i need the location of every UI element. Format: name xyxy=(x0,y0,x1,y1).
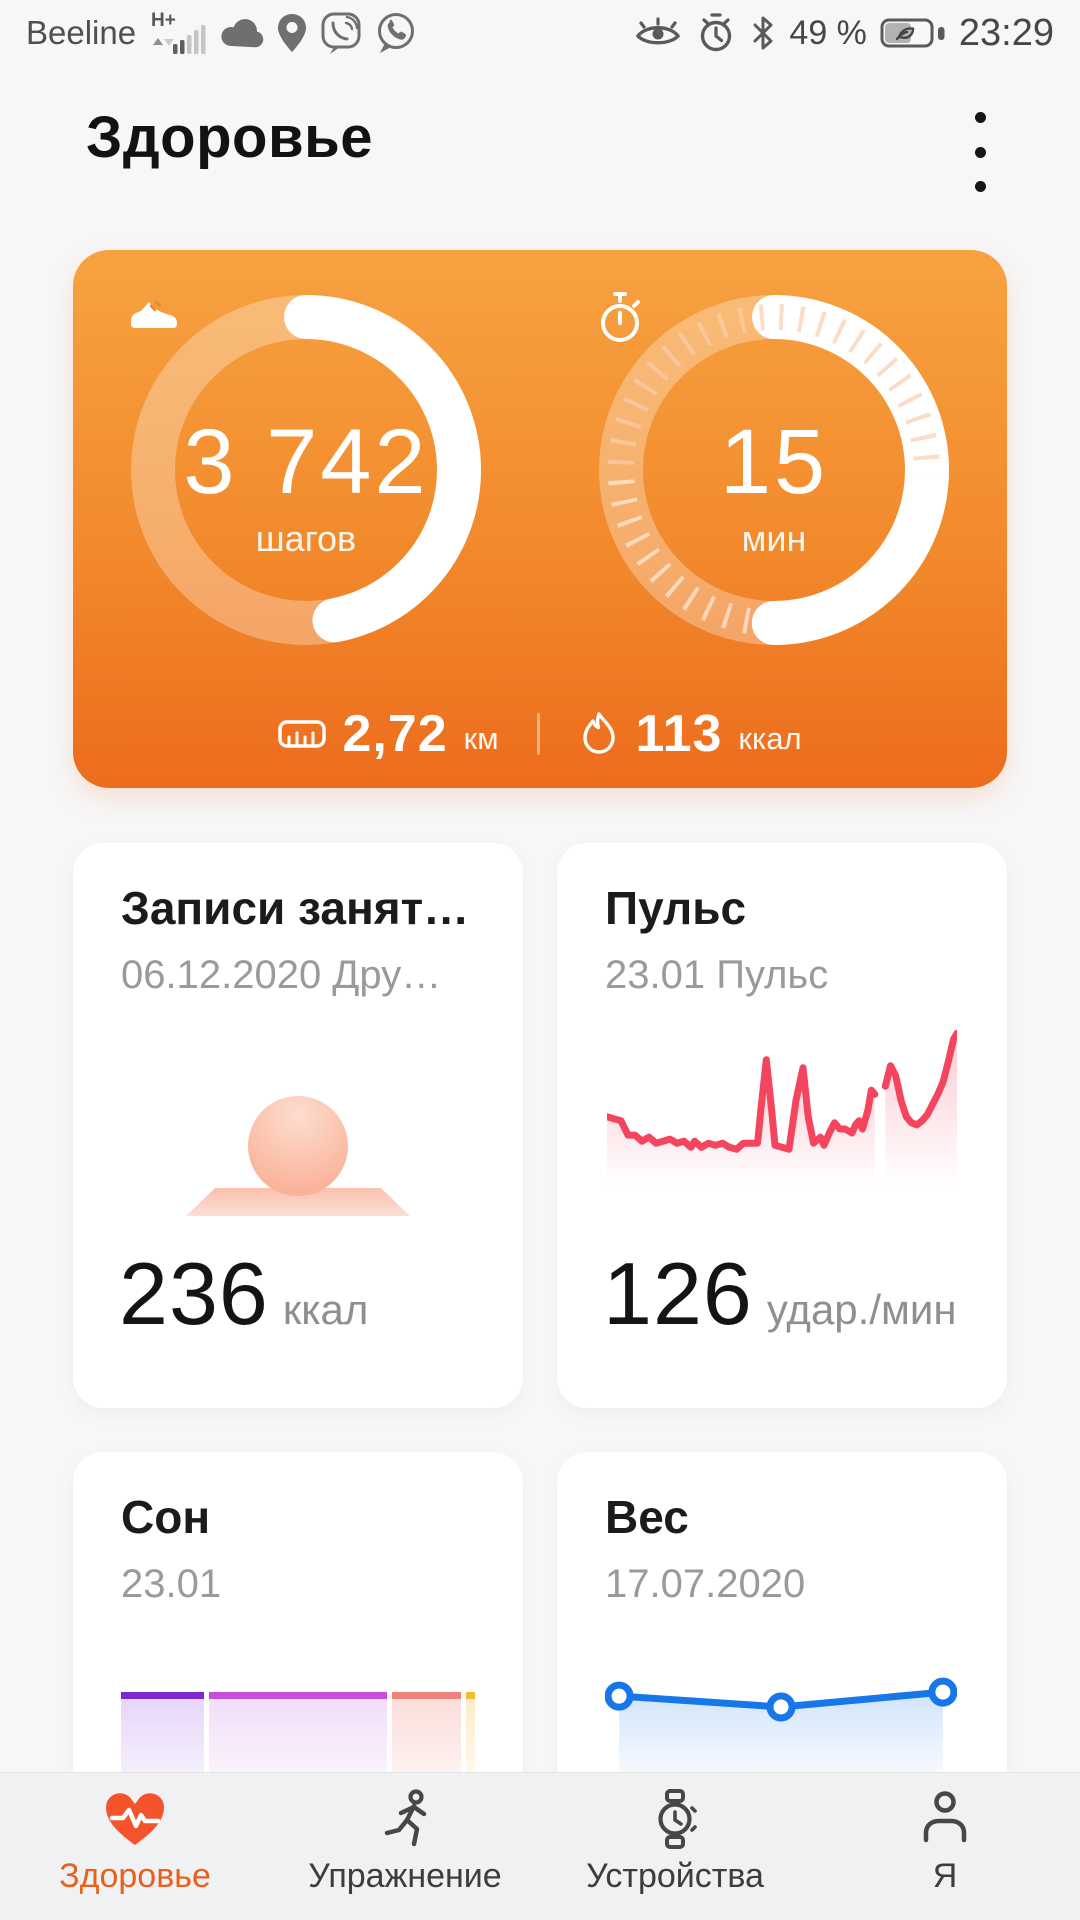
nav-item-health[interactable]: Здоровье xyxy=(0,1773,270,1920)
page-title: Здоровье xyxy=(86,105,374,170)
battery-icon xyxy=(880,18,945,48)
weight-card-subtitle: 17.07.2020 xyxy=(605,1562,806,1606)
battery-percent-label: 49 % xyxy=(789,13,867,52)
active-minutes-unit: мин xyxy=(741,518,807,559)
bluetooth-icon xyxy=(753,16,773,50)
active-minutes-value: 15 xyxy=(719,411,829,513)
pulse-card-title: Пульс xyxy=(605,882,747,934)
steps-unit: шагов xyxy=(255,518,357,559)
exercise-records-card[interactable]: Записи занят… 06.12.2020 Дру… 236 ккал xyxy=(73,843,523,1408)
menu-dot xyxy=(974,112,986,123)
exercise-calories-value: 236 xyxy=(119,1244,269,1343)
sleep-card-subtitle: 23.01 xyxy=(121,1562,222,1606)
eye-comfort-icon xyxy=(636,17,681,45)
exercise-calories-unit: ккал xyxy=(282,1286,369,1333)
pulse-card[interactable]: Пульс 23.01 Пульс 126 удар./мин xyxy=(557,843,1007,1408)
steps-ring: 3 742 шагов xyxy=(126,290,486,650)
nav-item-devices[interactable]: Устройства xyxy=(540,1773,810,1920)
calories-value: 113 xyxy=(635,705,723,763)
flame-icon xyxy=(582,712,615,754)
person-icon xyxy=(913,1783,977,1855)
steps-value: 3 742 xyxy=(183,411,429,513)
weight-card[interactable]: Вес 17.07.2020 xyxy=(557,1452,1007,1812)
overflow-menu-button[interactable] xyxy=(958,112,1002,192)
exercise-card-subtitle: 06.12.2020 Дру… xyxy=(121,953,442,997)
bottom-navigation: Здоровье Упражнение xyxy=(0,1772,1080,1920)
weight-card-title: Вес xyxy=(605,1491,689,1543)
signal-icon: H+ xyxy=(151,10,206,54)
pulse-unit: удар./мин xyxy=(766,1286,957,1333)
exercise-card-title: Записи занят… xyxy=(121,882,470,934)
active-minutes-ring: 15 мин xyxy=(594,290,954,650)
menu-dot xyxy=(974,181,986,192)
activity-summary-card[interactable]: 3 742 шагов 15 xyxy=(73,250,1007,788)
nav-item-exercise[interactable]: Упражнение xyxy=(270,1773,540,1920)
clock-label: 23:29 xyxy=(958,11,1054,54)
activity-metrics-row: 2,72 км 113 ккал xyxy=(73,702,1007,766)
cloud-icon xyxy=(221,19,264,48)
alarm-icon xyxy=(701,13,732,52)
pulse-value: 126 xyxy=(603,1244,753,1343)
nav-label-devices: Устройства xyxy=(586,1857,764,1895)
gym-ball-illustration xyxy=(248,1096,348,1196)
nav-label-health: Здоровье xyxy=(59,1857,211,1895)
calories-unit: ккал xyxy=(738,721,802,756)
sleep-card[interactable]: Сон 23.01 xyxy=(73,1452,523,1817)
viber-icon xyxy=(321,12,361,54)
whatsapp-icon xyxy=(378,13,415,53)
ruler-icon xyxy=(278,720,327,748)
carrier-label: Beeline xyxy=(26,14,137,51)
nav-label-exercise: Упражнение xyxy=(308,1857,502,1895)
menu-dot xyxy=(974,146,986,158)
nav-label-me: Я xyxy=(932,1857,958,1895)
sleep-segment-rem xyxy=(466,1692,476,1817)
nav-item-me[interactable]: Я xyxy=(810,1773,1080,1920)
svg-text:H+: H+ xyxy=(151,10,176,31)
status-bar: Beeline H+ xyxy=(0,0,1080,62)
heart-rate-chart xyxy=(603,1023,961,1186)
heart-pulse-icon xyxy=(102,1783,168,1855)
location-icon xyxy=(278,14,307,52)
runner-icon xyxy=(373,1783,437,1855)
watch-icon xyxy=(643,1783,707,1855)
metrics-divider xyxy=(536,713,540,755)
sleep-card-title: Сон xyxy=(121,1491,211,1543)
distance-value: 2,72 xyxy=(342,705,448,763)
weight-trend-chart xyxy=(604,1657,958,1792)
pulse-card-subtitle: 23.01 Пульс xyxy=(605,953,829,997)
distance-unit: км xyxy=(463,721,499,756)
